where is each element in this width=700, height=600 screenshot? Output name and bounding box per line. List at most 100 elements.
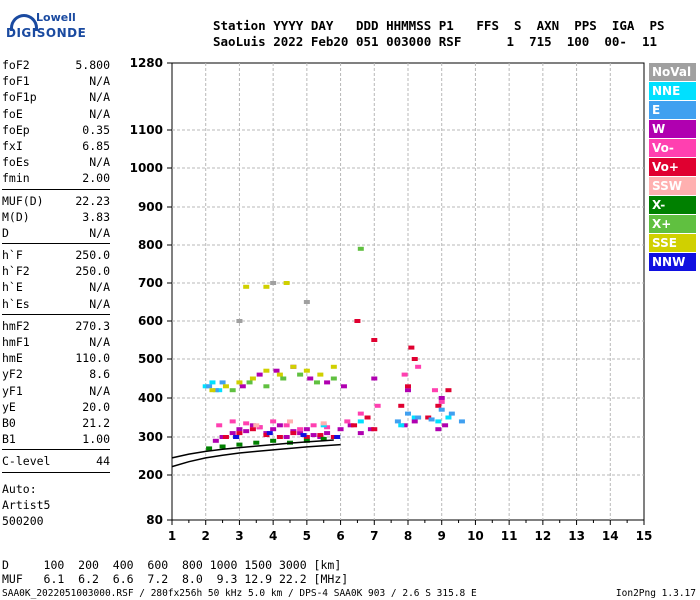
echo-point-w — [297, 431, 304, 436]
x-tick-label: 7 — [370, 529, 378, 543]
echo-point-w — [249, 423, 256, 428]
echo-point-vo- — [270, 419, 277, 424]
echo-point-vo- — [435, 403, 442, 408]
echo-point-x- — [357, 246, 364, 251]
param-value: 1.00 — [82, 432, 110, 447]
x-tick-label: 8 — [404, 529, 412, 543]
param-name: hmF2 — [2, 318, 30, 333]
echo-point-vo- — [283, 423, 290, 428]
param-value: N/A — [89, 383, 110, 398]
echo-point-x- — [246, 380, 253, 385]
echo-point-noval — [270, 281, 277, 285]
auto-scaling-panel: Auto: Artist5 500200 — [2, 481, 50, 529]
echo-point-w — [340, 384, 347, 389]
echo-point-vo- — [371, 427, 378, 432]
echo-point-vo- — [374, 403, 381, 408]
param-row: B1 1.00 — [2, 431, 110, 447]
param-name: foEs — [2, 155, 30, 170]
echo-point-w — [270, 427, 277, 432]
echo-point-vo- — [317, 433, 324, 438]
echo-point-w — [212, 438, 219, 443]
echo-point-vo- — [411, 357, 418, 361]
echo-point-e — [438, 407, 445, 412]
echo-point-w — [324, 380, 331, 385]
echo-point-vo- — [263, 433, 270, 438]
echo-point-vo- — [364, 415, 371, 420]
x-tick-label: 12 — [535, 529, 552, 543]
echo-point-vo- — [398, 403, 405, 408]
echo-point-e — [394, 419, 401, 424]
echo-point-w — [310, 433, 317, 438]
param-row: foF1p N/A — [2, 89, 110, 105]
auto-line: 500200 — [2, 514, 44, 528]
echo-point-x- — [320, 436, 327, 441]
param-row: h`E N/A — [2, 279, 110, 295]
echo-point-nnw — [300, 433, 307, 438]
header-line-1: Station YYYY DAY DDD HHMMSS P1 FFS S AXN… — [213, 18, 665, 33]
echo-point-w — [324, 431, 331, 436]
echo-point-vo- — [401, 372, 408, 377]
echo-point-vo- — [354, 319, 361, 323]
auto-line: Artist5 — [2, 498, 51, 512]
echo-point-sse — [249, 376, 256, 381]
param-value: N/A — [89, 90, 110, 105]
param-value: N/A — [89, 296, 110, 311]
parameter-panel: foF2 5.800 foF1 N/A foF1p N/A foE N/A foEp 0.35 fx… — [2, 57, 110, 476]
auto-line: Auto: — [2, 482, 37, 496]
echo-point-e — [212, 388, 219, 393]
echo-point-sse — [222, 384, 229, 389]
echo-point-ssw — [253, 423, 260, 428]
y-tick-label: 200 — [138, 468, 163, 482]
echo-point-w — [307, 376, 314, 381]
echo-point-x- — [236, 442, 243, 447]
echo-point-vo- — [431, 388, 438, 393]
software-version: Ion2Png 1.3.17 — [615, 588, 696, 599]
param-row: foF1 N/A — [2, 73, 110, 89]
echo-point-sse — [276, 372, 283, 377]
param-row: h`F2 250.0 — [2, 263, 110, 279]
param-name: D — [2, 225, 9, 240]
param-name: foEp — [2, 122, 30, 137]
param-name: h`E — [2, 280, 23, 295]
echo-point-sse — [243, 284, 250, 289]
echo-point-w — [435, 427, 442, 432]
echo-point-noval — [303, 300, 310, 304]
muf-table-d-row: D 100 200 400 600 800 1000 1500 3000 [km… — [2, 558, 342, 572]
echo-point-vo- — [303, 435, 310, 439]
param-name: fmin — [2, 171, 30, 186]
echo-point-vo- — [330, 435, 337, 439]
legend-item-nnw: NNW — [649, 253, 696, 271]
echo-point-x- — [280, 376, 287, 381]
param-row: C-level 44 — [2, 453, 110, 469]
legend-item-x-: X- — [649, 196, 696, 214]
param-name: yE — [2, 399, 16, 414]
param-name: B1 — [2, 432, 16, 447]
echo-point-w — [256, 372, 263, 377]
echo-point-vo- — [415, 364, 422, 369]
echo-point-sse — [290, 364, 297, 369]
echo-point-vo- — [276, 435, 283, 439]
param-name: MUF(D) — [2, 193, 44, 208]
echo-point-ssw — [287, 419, 293, 424]
param-row: hmE 110.0 — [2, 350, 110, 366]
echo-point-w — [229, 431, 236, 436]
echo-point-x- — [229, 388, 236, 393]
echo-point-w — [337, 427, 344, 432]
echo-point-x- — [270, 438, 277, 443]
echo-point-x- — [219, 444, 226, 449]
muf-table-muf-row: MUF 6.1 6.2 6.6 7.2 8.0 9.3 12.9 22.2 [M… — [2, 572, 349, 586]
echo-point-e — [415, 415, 422, 420]
param-row: foEp 0.35 — [2, 122, 110, 138]
x-tick-label: 10 — [467, 529, 484, 543]
x-tick-label: 2 — [202, 529, 210, 543]
param-value: N/A — [89, 74, 110, 89]
param-row: foE N/A — [2, 106, 110, 122]
echo-point-w — [273, 368, 280, 373]
param-separator — [2, 243, 110, 245]
echo-point-x- — [263, 384, 270, 389]
y-tick-label: 600 — [138, 314, 163, 328]
echo-point-sse — [209, 388, 216, 393]
echo-point-vo- — [445, 388, 452, 393]
param-row: D N/A — [2, 225, 110, 241]
legend-item-vo-: Vo- — [649, 139, 696, 157]
